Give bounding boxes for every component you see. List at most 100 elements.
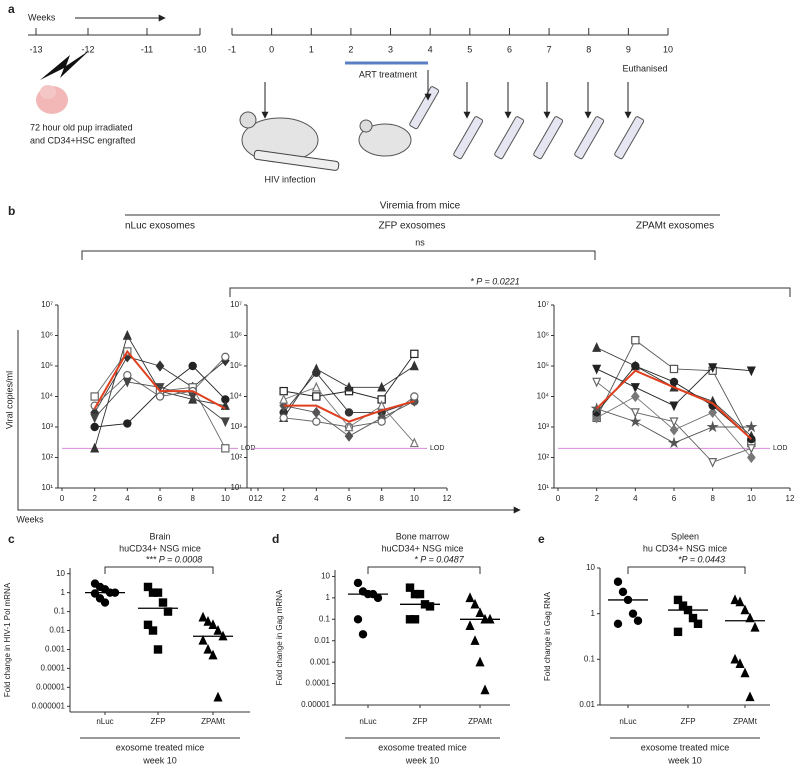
y-tick-label: 10⁴ [230,392,243,401]
data-point [203,643,213,654]
data-point [730,653,740,664]
x-tick-label: 4 [125,494,130,503]
x-tick-label: nLuc [619,717,636,726]
x-tick-label: ZFP [680,717,695,726]
y-axis-label: Fold change in Gag mRNA [275,589,284,685]
infection-label: HIV infection [264,174,315,184]
x-axis-sublabel: week 10 [667,755,702,765]
x-tick-label: 0 [556,494,561,503]
week-label: 1 [309,44,314,54]
data-point [750,621,760,632]
data-point [465,592,475,603]
x-tick-label: 12 [254,494,263,503]
data-point [143,620,153,630]
data-point [633,616,643,625]
data-point [629,415,642,427]
y-tick-label: 0.000001 [32,701,66,710]
data-point [470,598,480,609]
data-point [415,589,425,599]
data-point [735,596,745,607]
y-axis-label: Viral copies/ml [4,371,14,429]
data-point [155,392,165,401]
significance-label: *P = 0.0443 [678,554,725,564]
data-point [312,417,321,426]
data-point [688,613,698,623]
data-point [730,594,740,605]
data-point [745,691,755,702]
y-tick-label: 10⁶ [230,331,242,340]
y-tick-label: 0.001 [310,657,331,666]
data-point [613,619,623,628]
data-point [344,381,354,392]
data-point [693,619,703,628]
data-point [90,422,99,432]
panel-label: d [272,532,279,546]
data-point [592,377,602,388]
engraftment-label: and CD34+HSC engrafted [30,135,135,145]
x-tick-label: 4 [633,494,638,503]
panel-label: a [8,2,15,16]
data-point [221,444,230,453]
data-point [198,634,208,645]
x-tick-label: 12 [443,494,452,503]
data-point [122,377,132,388]
y-tick-label: 10¹ [41,483,53,492]
x-tick-label: 2 [594,494,599,503]
data-point [311,363,321,374]
data-point [90,442,100,453]
data-point [312,392,321,401]
y-tick-label: 1 [61,588,66,597]
x-tick-label: 8 [710,494,715,503]
data-point [405,583,415,592]
data-point [592,364,602,375]
x-tick-label: 6 [158,494,163,503]
data-point [631,336,640,345]
mean-line [283,400,415,423]
y-tick-label: 0.01 [579,700,595,709]
data-point [90,413,100,424]
x-tick-label: ZPAMt [201,717,226,726]
x-tick-label: ZFP [150,717,165,726]
data-point [208,619,218,630]
data-point [344,408,354,417]
data-point [90,589,100,598]
data-point [669,417,679,428]
panel-label: b [8,204,15,218]
y-tick-label: 10⁵ [537,361,549,370]
chart-title: Brain [149,531,170,541]
panel-b-brackets [17,214,791,514]
y-tick-label: 10¹ [537,483,549,492]
y-tick-label: 1 [326,593,331,602]
y-tick-label: 10⁶ [537,331,549,340]
data-point [311,381,321,392]
y-tick-label: 10 [56,569,65,578]
engraftment-label: 72 hour old pup irradiated [30,122,133,132]
data-point [373,593,383,603]
significance-bracket [367,566,481,574]
x-tick-label: 8 [190,494,195,503]
chart-subtitle: hu CD34+ NSG mice [643,543,727,553]
data-point [630,383,640,393]
x-axis-label: exosome treated mice [116,742,205,752]
data-point [745,612,755,623]
lod-label: LOD [773,445,787,452]
data-point [410,392,419,401]
y-tick-label: 0.00001 [36,682,65,691]
mean-line [595,369,753,440]
group-label: ZFP exosomes [378,221,445,232]
data-point [745,420,758,433]
data-point [148,626,158,635]
x-tick-label: 10 [221,494,230,503]
y-tick-label: 10⁷ [230,300,242,309]
significance-label: * P = 0.0487 [414,554,464,564]
data-point [158,598,168,607]
y-tick-label: 0.1 [319,614,331,623]
y-tick-label: 10² [41,453,53,462]
data-point [123,419,132,428]
significance-bracket [627,566,746,574]
y-tick-label: 0.1 [54,607,66,616]
y-tick-label: 10 [586,563,595,572]
y-tick-label: 0.01 [314,636,330,645]
data-point [706,420,719,433]
